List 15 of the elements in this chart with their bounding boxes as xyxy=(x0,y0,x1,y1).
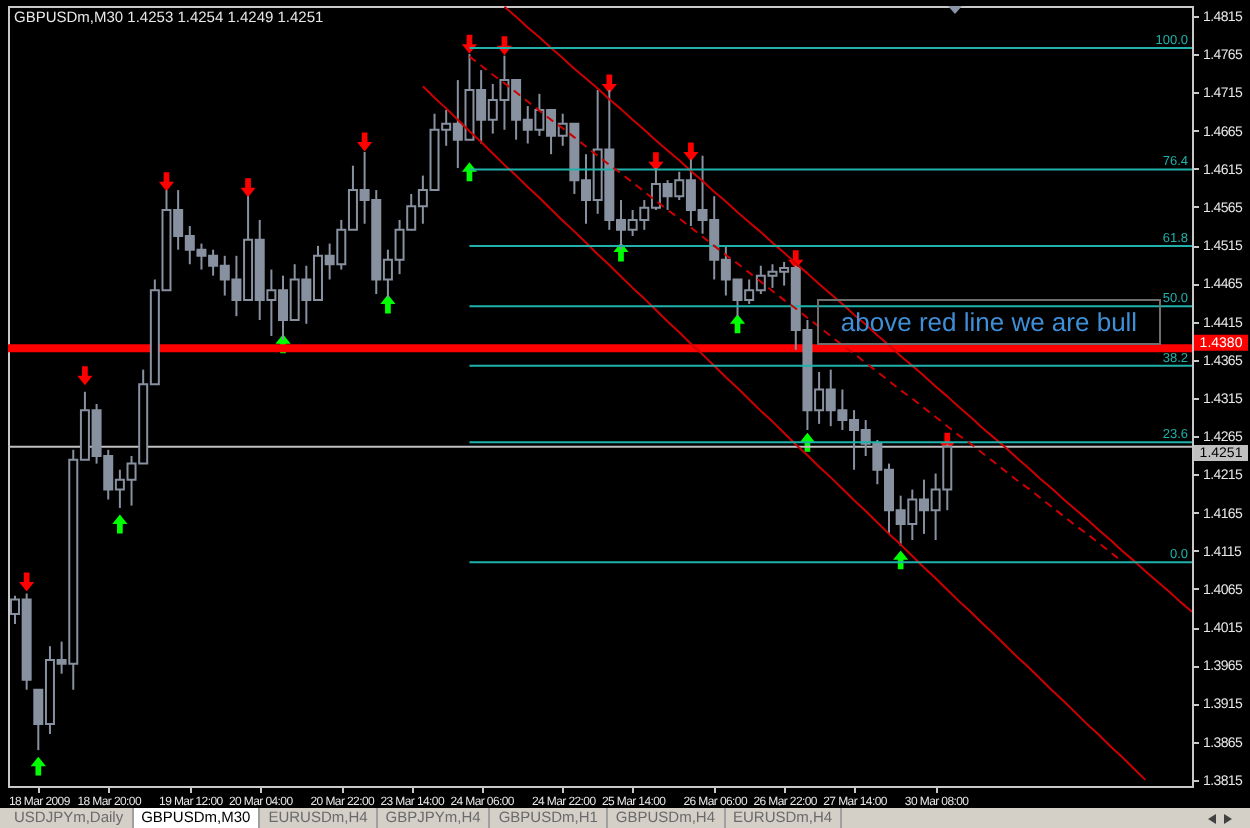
point xyxy=(19,572,35,592)
point xyxy=(112,514,128,534)
point xyxy=(729,314,746,334)
point xyxy=(380,294,396,314)
point xyxy=(601,74,617,94)
point xyxy=(158,172,175,192)
point xyxy=(30,756,46,776)
point xyxy=(77,366,93,386)
line-series xyxy=(421,85,1147,781)
point xyxy=(683,142,699,162)
point xyxy=(357,132,373,152)
line-series xyxy=(503,6,1192,613)
point xyxy=(648,152,664,172)
point xyxy=(893,550,909,570)
point xyxy=(240,178,256,198)
